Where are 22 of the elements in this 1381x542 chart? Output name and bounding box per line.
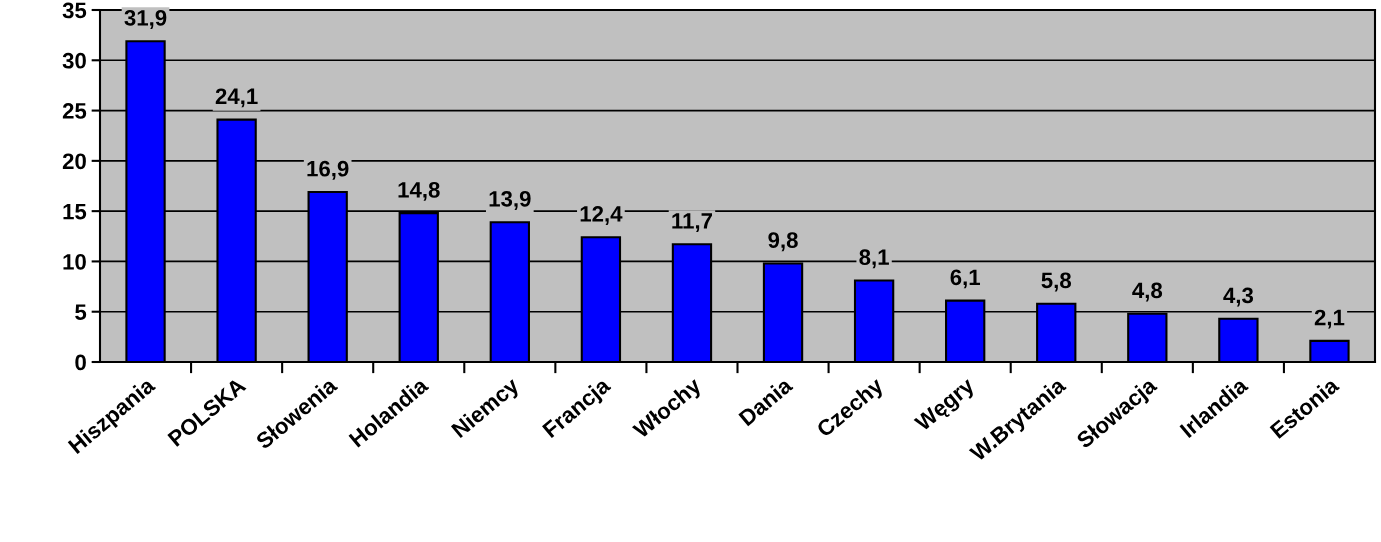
y-tick-label: 10 xyxy=(63,253,86,270)
data-label: 4,3 xyxy=(1223,287,1254,307)
y-tick-label: 35 xyxy=(62,2,87,19)
y-tick-label: 15 xyxy=(63,203,87,220)
data-label: 16,9 xyxy=(307,160,349,180)
data-label: 9,8 xyxy=(768,232,798,252)
data-label: 5,8 xyxy=(1041,272,1072,292)
y-tick-label: 25 xyxy=(62,103,87,119)
data-label: 31,9 xyxy=(124,9,167,29)
data-label: 8,1 xyxy=(859,249,889,269)
data-label: 6,1 xyxy=(950,269,981,289)
data-label: 4,8 xyxy=(1132,282,1163,302)
y-tick-label: 0 xyxy=(75,354,86,371)
data-label: 13,9 xyxy=(489,190,531,210)
data-label: 24,1 xyxy=(215,88,258,108)
data-label: 11,7 xyxy=(672,213,712,233)
data-label: 12,4 xyxy=(580,206,623,226)
data-label: 14,8 xyxy=(398,181,440,201)
data-label: 2,1 xyxy=(1314,309,1345,329)
y-tick-label: 30 xyxy=(62,52,86,69)
y-tick-label: 5 xyxy=(75,304,87,320)
y-tick-label: 20 xyxy=(62,153,86,170)
